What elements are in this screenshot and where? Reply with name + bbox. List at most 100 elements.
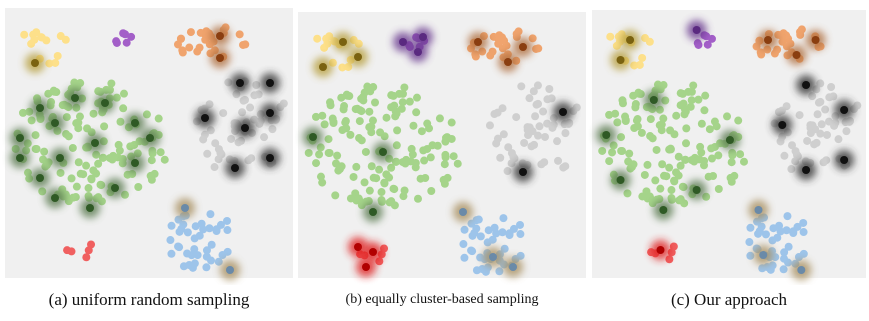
- point: [525, 123, 534, 132]
- sample-point: [101, 99, 109, 107]
- point: [676, 195, 685, 204]
- point: [426, 153, 435, 162]
- sample-point: [811, 36, 820, 44]
- point: [757, 50, 766, 59]
- point: [311, 112, 320, 121]
- point: [372, 174, 381, 183]
- point: [646, 132, 655, 141]
- point: [82, 253, 91, 262]
- sample-point: [797, 266, 806, 274]
- point: [196, 28, 205, 37]
- point: [554, 156, 563, 165]
- point: [227, 134, 236, 143]
- point: [38, 187, 47, 196]
- point: [533, 131, 542, 140]
- point: [605, 157, 614, 166]
- point: [789, 227, 798, 236]
- sample-point: [764, 36, 773, 44]
- point: [62, 130, 71, 139]
- point: [476, 232, 485, 241]
- point: [640, 170, 649, 179]
- point: [376, 128, 385, 137]
- sample-point: [459, 208, 467, 216]
- point: [113, 153, 122, 162]
- point: [752, 42, 761, 51]
- point: [74, 124, 83, 133]
- point: [32, 28, 41, 37]
- point: [246, 103, 255, 112]
- point: [777, 106, 786, 115]
- point: [406, 157, 415, 166]
- sample-point: [656, 246, 665, 254]
- caption: (c) Our approach: [670, 290, 788, 309]
- point: [509, 152, 518, 161]
- sample-point: [602, 131, 611, 139]
- point: [89, 166, 98, 175]
- sample-point: [339, 38, 347, 46]
- sample-point: [369, 208, 377, 216]
- point: [378, 197, 387, 206]
- point: [657, 126, 666, 135]
- point: [699, 161, 708, 170]
- point: [842, 127, 851, 136]
- point: [324, 135, 333, 144]
- panel: [298, 12, 586, 278]
- point: [178, 48, 187, 57]
- point: [621, 115, 630, 124]
- point: [238, 108, 247, 117]
- caption: (a) uniform random sampling: [48, 290, 250, 309]
- point: [734, 116, 743, 125]
- point: [407, 144, 416, 153]
- point: [147, 156, 156, 165]
- point: [173, 40, 182, 49]
- point: [207, 240, 216, 249]
- point: [794, 252, 803, 261]
- sample-point: [354, 53, 362, 61]
- point: [606, 32, 615, 41]
- point: [701, 91, 710, 100]
- point: [440, 160, 449, 169]
- point: [535, 122, 544, 131]
- point: [533, 81, 542, 90]
- point: [784, 242, 793, 251]
- point: [382, 170, 391, 179]
- point: [788, 141, 797, 150]
- point: [392, 157, 401, 166]
- point: [175, 243, 184, 252]
- point: [755, 227, 764, 236]
- point: [780, 151, 789, 160]
- sample-point: [236, 79, 244, 87]
- point: [617, 146, 626, 155]
- point: [853, 101, 862, 110]
- point: [634, 88, 643, 97]
- point: [666, 126, 675, 135]
- point: [689, 81, 698, 90]
- sample-point: [754, 206, 763, 214]
- point: [440, 179, 449, 188]
- point: [516, 230, 525, 239]
- point: [704, 172, 713, 181]
- point: [531, 112, 540, 121]
- point: [211, 139, 220, 148]
- point: [367, 128, 376, 137]
- point: [368, 116, 377, 125]
- point: [514, 27, 523, 36]
- point: [339, 105, 348, 114]
- point: [186, 28, 195, 37]
- point: [447, 118, 456, 127]
- sample-point: [241, 124, 249, 132]
- point: [780, 254, 789, 263]
- point: [160, 155, 169, 164]
- sample-point: [379, 148, 387, 156]
- point: [241, 40, 250, 49]
- point: [633, 115, 642, 124]
- point: [605, 110, 614, 119]
- sample-point: [802, 81, 811, 89]
- point: [745, 238, 754, 247]
- point: [540, 158, 549, 167]
- point: [572, 103, 581, 112]
- point: [485, 121, 494, 130]
- point: [87, 240, 96, 249]
- point: [829, 92, 838, 101]
- point: [679, 183, 688, 192]
